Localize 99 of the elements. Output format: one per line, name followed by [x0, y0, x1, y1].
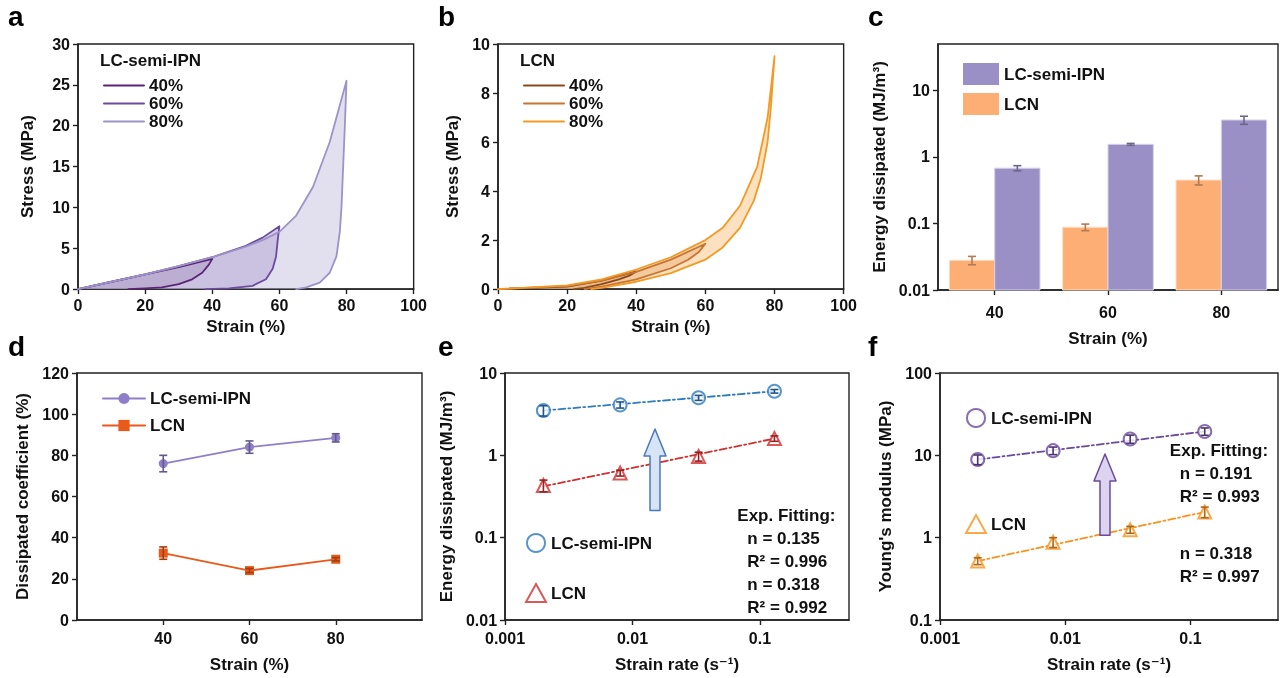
legend-label: LCN — [551, 583, 586, 603]
chart-title: c — [868, 0, 884, 32]
y-tick-label: 1 — [923, 529, 933, 547]
legend-label: 80% — [149, 112, 184, 131]
y-tick-label: 0.01 — [898, 281, 931, 299]
y-tick-label: 10 — [52, 198, 71, 216]
x-tick-label: 80 — [326, 629, 345, 647]
y-tick-label: 0.1 — [474, 529, 498, 547]
x-tick-label: 0.1 — [1179, 629, 1202, 647]
legend-label: LC-semi-IPN — [1004, 64, 1106, 84]
annotation: Exp. Fitting: — [1169, 441, 1269, 461]
x-tick-label: 100 — [400, 296, 428, 314]
y-tick-label: 60 — [51, 488, 70, 505]
x-tick-label: 0.1 — [748, 629, 772, 647]
legend-label: LCN — [1004, 94, 1039, 114]
chart-title: d — [8, 330, 26, 362]
x-tick-label: 40 — [627, 296, 646, 314]
chart-title: b — [438, 0, 456, 32]
y-axis-title: Dissipated coefficient (%) — [13, 393, 33, 600]
legend-label: LC-semi-IPN — [551, 533, 653, 553]
y-tick-label: 10 — [912, 81, 931, 99]
legend-label: 40% — [149, 76, 184, 95]
y-tick-label: 120 — [42, 364, 70, 382]
legend-label: 80% — [569, 112, 604, 131]
y-tick-label: 25 — [52, 76, 71, 94]
x-tick-label: 60 — [696, 296, 715, 314]
x-axis-title: Strain (%) — [1068, 329, 1148, 348]
chart-title: f — [868, 330, 878, 362]
legend-title: LCN — [520, 51, 555, 70]
x-tick-label: 80 — [765, 296, 784, 314]
x-axis-title: Strain (%) — [206, 317, 286, 336]
y-tick-label: 10 — [472, 35, 491, 53]
y-tick-label: 0.01 — [465, 611, 498, 629]
annotation: n = 0.318 — [747, 574, 820, 594]
y-axis-title: Energy dissipated (MJ/m³) — [869, 61, 889, 273]
chart-title: e — [438, 330, 454, 362]
legend-label: 40% — [569, 76, 604, 95]
x-tick-label: 60 — [240, 629, 259, 647]
y-tick-label: 4 — [481, 182, 491, 200]
y-tick-label: 20 — [51, 570, 70, 588]
y-tick-label: 30 — [52, 35, 71, 53]
x-tick-label: 0.001 — [919, 629, 961, 647]
y-tick-label: 15 — [52, 158, 71, 176]
y-tick-label: 1 — [921, 148, 931, 166]
x-tick-label: 20 — [136, 296, 155, 314]
annotation: n = 0.318 — [1179, 544, 1253, 564]
x-tick-label: 20 — [558, 296, 577, 314]
y-tick-label: 2 — [481, 231, 491, 249]
annotation: R² = 0.993 — [1179, 487, 1260, 507]
y-tick-label: 0 — [481, 280, 491, 298]
x-tick-label: 60 — [1099, 303, 1117, 321]
y-tick-label: 6 — [481, 133, 491, 151]
annotation: n = 0.135 — [747, 528, 820, 548]
y-tick-label: 8 — [481, 84, 491, 102]
x-tick-label: 0 — [73, 296, 83, 314]
y-tick-label: 20 — [52, 117, 71, 135]
annotation: R² = 0.997 — [1179, 567, 1260, 587]
x-tick-label: 40 — [154, 629, 173, 647]
x-tick-label: 80 — [1212, 303, 1231, 321]
x-axis-title: Strain rate (s⁻¹) — [614, 655, 740, 674]
legend-label: LC-semi-IPN — [991, 408, 1093, 428]
y-tick-label: 10 — [914, 446, 933, 464]
x-tick-label: 0.01 — [1049, 629, 1081, 647]
legend-title: LC-semi-IPN — [100, 51, 202, 70]
legend-label: 60% — [149, 94, 184, 113]
y-axis-title: Young's modulus (MPa) — [876, 400, 895, 593]
x-tick-label: 0.01 — [616, 629, 649, 647]
x-axis-title: Strain (%) — [631, 317, 711, 336]
y-tick-label: 5 — [61, 239, 71, 257]
annotation: Exp. Fitting: — [737, 505, 836, 525]
x-axis-title: Strain rate (s⁻¹) — [1046, 655, 1172, 674]
x-tick-label: 60 — [270, 296, 289, 314]
annotation: R² = 0.996 — [747, 551, 828, 571]
x-axis-title: Strain (%) — [209, 655, 290, 674]
y-axis-title: Energy dissipated (MJ/m³) — [437, 390, 456, 603]
y-tick-label: 0.1 — [909, 611, 933, 629]
x-tick-label: 40 — [985, 303, 1004, 321]
y-tick-label: 1 — [488, 446, 498, 464]
chart-title: a — [8, 0, 24, 32]
y-tick-label: 0 — [61, 280, 71, 298]
y-tick-label: 80 — [51, 446, 70, 464]
annotation: R² = 0.992 — [747, 597, 828, 617]
legend-label: LCN — [150, 416, 185, 435]
x-tick-label: 0.001 — [485, 629, 526, 647]
y-tick-label: 100 — [42, 405, 70, 423]
y-tick-label: 10 — [479, 364, 498, 382]
legend-label: LCN — [991, 514, 1026, 534]
y-axis-title: Stress (MPa) — [18, 115, 37, 219]
x-tick-label: 80 — [337, 296, 356, 314]
x-tick-label: 100 — [830, 296, 858, 314]
annotation: n = 0.191 — [1179, 464, 1253, 484]
legend-label: LC-semi-IPN — [150, 389, 252, 408]
x-tick-label: 40 — [203, 296, 222, 314]
y-axis-title: Stress (MPa) — [443, 115, 463, 219]
y-tick-label: 0 — [60, 611, 70, 629]
y-tick-label: 40 — [51, 529, 70, 547]
legend-label: 60% — [569, 94, 604, 113]
y-tick-label: 100 — [905, 364, 933, 382]
y-tick-label: 0.1 — [907, 214, 931, 232]
